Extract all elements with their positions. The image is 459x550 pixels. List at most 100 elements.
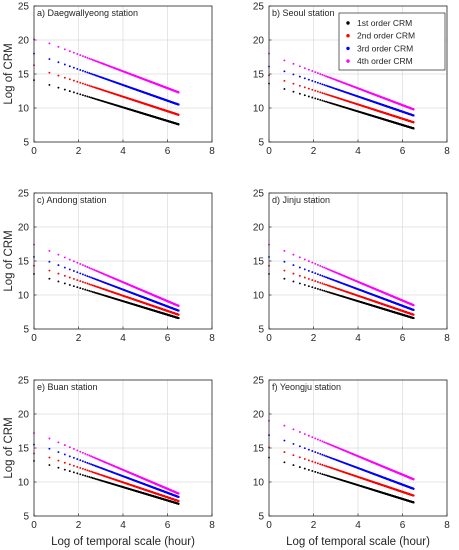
data-point [323,92,326,95]
data-point [316,98,319,101]
data-point [68,78,71,81]
data-point [72,91,75,94]
data-point [323,100,326,103]
data-point [307,68,310,71]
data-point [63,76,66,79]
data-point [63,63,66,66]
y-axis-label: Log of CRM [3,43,15,104]
data-point [303,77,306,80]
data-point [316,90,319,93]
data-point [90,58,93,61]
data-point [81,55,84,58]
data-point [79,68,82,71]
data-point [314,97,317,100]
data-point [84,83,87,86]
data-point [283,88,286,90]
data-point [68,50,71,53]
data-point [90,96,93,99]
x-tick-label: 0 [31,146,37,157]
data-point [79,54,82,57]
data-point [88,72,91,75]
y-tick-label: 20 [18,36,30,47]
data-point [292,62,295,65]
data-point [307,78,310,81]
data-point [412,127,415,130]
data-point [72,79,75,82]
data-point [311,79,314,82]
data-point [79,81,82,84]
data-point [57,61,60,64]
data-point [81,69,84,72]
data-point [79,93,82,96]
data-point [319,91,322,94]
data-point [325,100,328,103]
data-point [177,123,180,126]
data-point [311,96,314,99]
data-point [57,86,60,89]
data-point [311,88,314,91]
data-point [48,42,51,45]
data-point [314,89,317,92]
data-point [86,84,89,86]
x-tick-label: 8 [444,146,450,157]
data-point [316,72,319,75]
data-point [292,73,295,76]
data-point [321,99,324,102]
data-point [91,97,94,100]
data-point [298,84,301,87]
data-point [177,113,180,116]
data-point [314,80,317,83]
data-point [48,83,51,86]
x-tick-label: 2 [311,146,317,157]
data-series-1 [33,79,180,126]
data-point [84,70,87,73]
data-point [57,45,60,48]
data-point [81,82,84,85]
data-point [68,65,71,68]
x-tick-label: 0 [266,146,272,157]
data-point [321,83,324,86]
data-point [321,92,324,94]
y-tick-label: 15 [253,70,265,81]
y-tick-label: 10 [18,104,30,115]
data-point [90,85,93,88]
y-tick-label: 25 [18,2,30,13]
data-point [325,84,328,87]
data-point [177,103,180,106]
data-point [177,91,180,94]
data-point [57,74,60,77]
data-point [68,90,71,93]
data-point [311,70,314,72]
data-point [325,75,328,78]
data-point [63,48,66,51]
data-point [319,73,322,75]
data-point [283,59,286,62]
data-point [316,81,319,84]
data-point [303,67,306,70]
data-point [412,114,415,117]
data-point [292,90,295,93]
data-point [319,98,322,101]
data-point [76,92,79,95]
y-tick-label: 5 [258,138,264,149]
data-point [314,71,317,74]
data-point [325,93,328,96]
y-tick-label: 20 [253,36,265,47]
data-point [321,73,324,76]
data-point [84,94,87,97]
data-point [76,80,79,83]
x-tick-label: 4 [355,146,361,157]
data-point [283,79,286,82]
data-point [319,82,322,85]
data-point [323,74,326,77]
data-point [303,86,306,89]
x-tick-label: 8 [209,146,215,157]
data-point [412,121,415,124]
data-point [76,67,79,70]
data-point [72,51,75,54]
data-series-2 [33,64,180,116]
data-point [86,95,89,98]
